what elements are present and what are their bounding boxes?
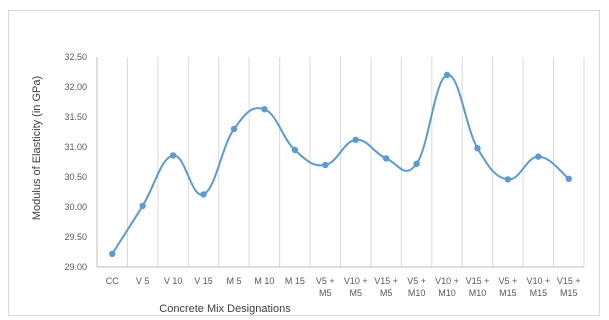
- data-point: [382, 155, 390, 162]
- data-point: [200, 191, 207, 198]
- data-point: [139, 202, 146, 209]
- x-tick-label: M10: [408, 288, 426, 298]
- grid-layer: [126, 57, 585, 267]
- y-tick-label: 29.00: [64, 262, 87, 272]
- x-tick-label: CC: [106, 276, 119, 286]
- x-tick-label: M5: [319, 288, 332, 298]
- x-tick-label: V10 +: [435, 276, 459, 286]
- x-tick-label: V5 +: [499, 276, 518, 286]
- x-tick-label: M10: [469, 288, 487, 298]
- y-tick-label: 31.00: [64, 142, 87, 152]
- label-layer: 29.00 29.50 30.00 30.50 31.00 31.50 32.00 32.50…: [64, 52, 580, 298]
- x-axis-title: Concrete Mix Designations: [159, 303, 291, 315]
- x-tick-label: M5: [380, 288, 393, 298]
- series-layer: [109, 71, 572, 257]
- data-point: [474, 145, 481, 152]
- data-point: [291, 146, 299, 154]
- x-tick-label: V 15: [194, 276, 213, 286]
- x-tick-label: V 10: [164, 276, 183, 286]
- data-point: [565, 175, 572, 182]
- data-point: [535, 153, 542, 160]
- series-line: [111, 74, 570, 255]
- x-tick-label: M15: [499, 288, 517, 298]
- x-tick-label: M15: [560, 288, 578, 298]
- data-point: [109, 250, 116, 257]
- chart-frame: [8, 10, 600, 316]
- x-tick-label: M 5: [226, 276, 241, 286]
- x-tick-label: V10 +: [526, 276, 550, 286]
- y-tick-label: 29.50: [64, 232, 87, 242]
- data-point: [443, 71, 451, 79]
- data-point: [230, 125, 238, 133]
- y-tick-label: 31.50: [64, 112, 87, 122]
- x-tick-label: V5 +: [407, 276, 426, 286]
- data-point: [322, 161, 329, 169]
- x-tick-label: V15 +: [374, 276, 398, 286]
- data-point: [261, 106, 268, 113]
- x-tick-label: V5 +: [316, 276, 335, 286]
- y-tick-label: 32.50: [64, 52, 87, 62]
- y-tick-label: 32.00: [64, 82, 87, 92]
- x-tick-label: M 15: [285, 276, 305, 286]
- y-tick-label: 30.50: [64, 172, 87, 182]
- x-tick-label: M15: [530, 288, 548, 298]
- y-axis-title: Modulus of Elasticity (in GPa): [31, 76, 43, 220]
- data-point: [413, 160, 420, 167]
- x-tick-label: V15 +: [557, 276, 581, 286]
- axis-layer: [96, 57, 584, 268]
- data-point: [504, 176, 512, 183]
- data-point: [352, 136, 359, 143]
- x-tick-label: M 10: [254, 276, 274, 286]
- x-tick-label: V10 +: [344, 276, 368, 286]
- x-tick-label: V 5: [136, 276, 150, 286]
- y-tick-label: 30.00: [64, 202, 87, 212]
- x-tick-label: V15 +: [466, 276, 490, 286]
- x-tick-label: M5: [349, 288, 362, 298]
- x-tick-label: M10: [438, 288, 456, 298]
- data-point: [169, 152, 177, 159]
